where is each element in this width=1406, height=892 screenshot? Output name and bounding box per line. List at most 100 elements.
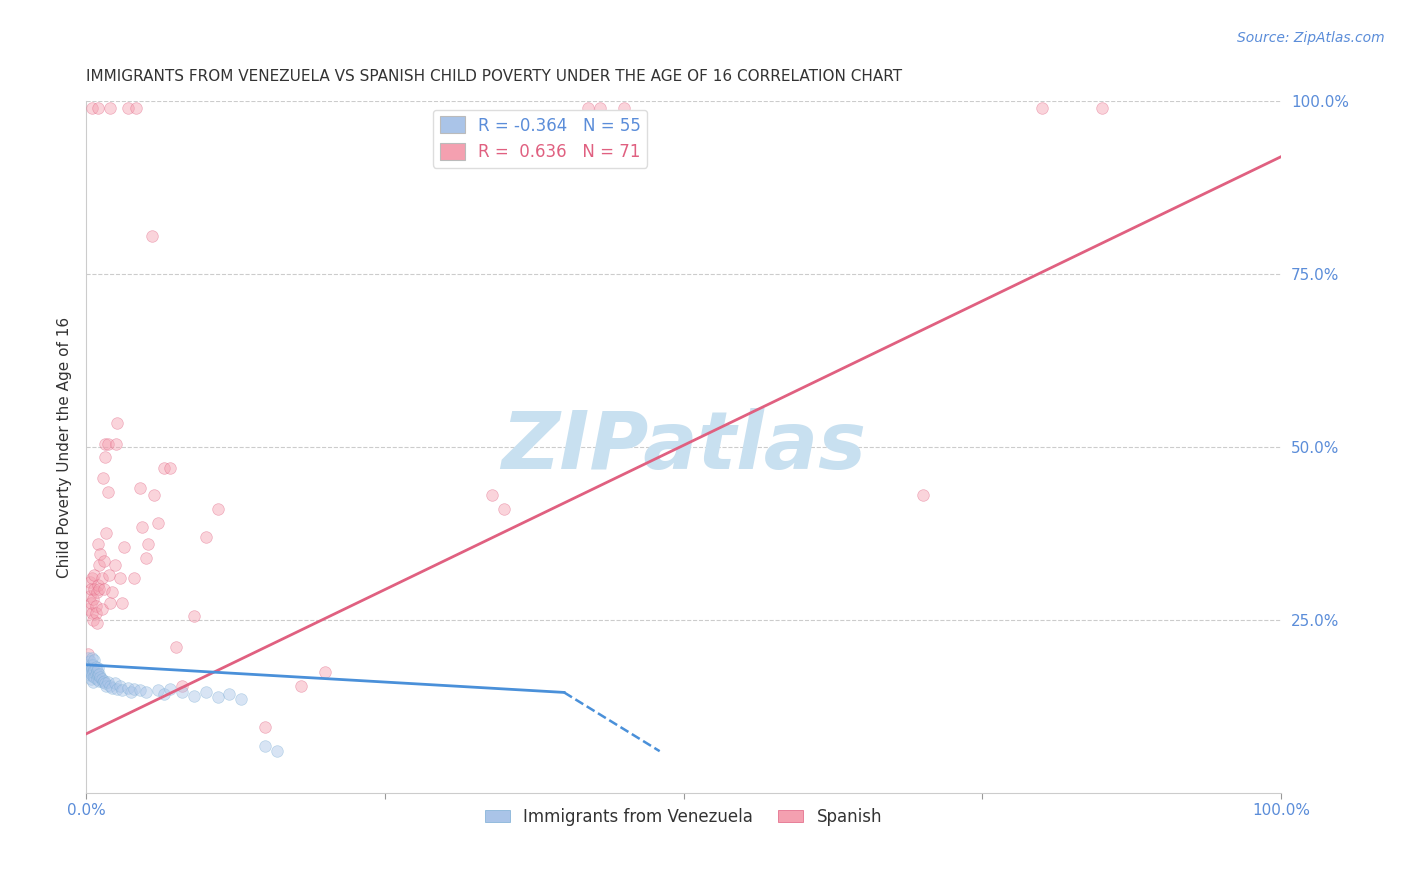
Point <box>121 685 143 699</box>
Point <box>80 665 103 679</box>
Point <box>87 661 110 675</box>
Point <box>89 666 111 681</box>
Point <box>89 547 111 561</box>
Point <box>79 574 101 589</box>
Point <box>97 568 120 582</box>
Point <box>79 668 101 682</box>
Point <box>82 592 104 607</box>
Point <box>254 739 277 753</box>
Point <box>104 676 127 690</box>
Point <box>108 679 131 693</box>
Point <box>481 488 503 502</box>
Point <box>87 101 110 115</box>
Point <box>86 616 108 631</box>
Point <box>101 585 124 599</box>
Point <box>128 683 150 698</box>
Point <box>77 648 100 662</box>
Point <box>104 558 127 572</box>
Point <box>97 675 120 690</box>
Point <box>104 436 127 450</box>
Point <box>80 596 103 610</box>
Point <box>84 660 107 674</box>
Text: IMMIGRANTS FROM VENEZUELA VS SPANISH CHILD POVERTY UNDER THE AGE OF 16 CORRELATI: IMMIGRANTS FROM VENEZUELA VS SPANISH CHI… <box>86 69 903 84</box>
Point <box>91 675 114 690</box>
Point <box>80 661 103 675</box>
Point <box>1091 101 1114 115</box>
Point <box>84 606 107 620</box>
Point <box>83 653 105 667</box>
Point <box>82 665 104 679</box>
Point <box>159 460 181 475</box>
Point <box>96 526 118 541</box>
Point <box>105 681 128 696</box>
Point <box>94 436 117 450</box>
Point <box>105 416 128 430</box>
Point <box>80 101 103 115</box>
Point <box>80 672 103 686</box>
Point <box>79 589 101 603</box>
Y-axis label: Child Poverty Under the Age of 16: Child Poverty Under the Age of 16 <box>58 317 72 577</box>
Point <box>152 460 174 475</box>
Text: Source: ZipAtlas.com: Source: ZipAtlas.com <box>1237 31 1385 45</box>
Point <box>911 488 934 502</box>
Text: ZIPatlas: ZIPatlas <box>501 408 866 486</box>
Point <box>111 683 134 698</box>
Point <box>146 683 169 698</box>
Point <box>77 651 100 665</box>
Point <box>613 101 636 115</box>
Point <box>194 685 217 699</box>
Point <box>90 571 112 585</box>
Point <box>135 685 157 699</box>
Point <box>117 681 139 695</box>
Legend: Immigrants from Venezuela, Spanish: Immigrants from Venezuela, Spanish <box>478 801 889 833</box>
Point <box>89 582 111 596</box>
Point <box>94 676 117 690</box>
Point <box>77 665 100 679</box>
Point <box>218 688 240 702</box>
Point <box>80 668 103 682</box>
Point <box>254 720 277 734</box>
Point <box>207 690 229 705</box>
Point <box>93 673 115 688</box>
Point <box>87 578 110 592</box>
Point <box>290 679 312 693</box>
Point <box>87 537 110 551</box>
Point <box>231 692 253 706</box>
Point <box>1031 101 1053 115</box>
Point <box>170 685 193 699</box>
Point <box>146 516 169 530</box>
Point <box>83 568 105 582</box>
Point <box>101 681 124 695</box>
Point <box>79 654 101 668</box>
Point <box>82 613 104 627</box>
Point <box>96 679 118 693</box>
Point <box>83 669 105 683</box>
Point <box>93 582 115 596</box>
Point <box>135 550 157 565</box>
Point <box>141 229 163 244</box>
Point <box>122 571 145 585</box>
Point <box>97 436 120 450</box>
Point <box>90 602 112 616</box>
Point <box>125 101 148 115</box>
Point <box>84 599 107 613</box>
Point <box>314 665 336 679</box>
Point <box>98 596 121 610</box>
Point <box>84 666 107 681</box>
Point <box>170 679 193 693</box>
Point <box>91 471 114 485</box>
Point <box>89 669 111 683</box>
Point <box>131 519 153 533</box>
Point <box>183 609 205 624</box>
Point <box>576 101 599 115</box>
Point <box>159 681 181 696</box>
Point <box>89 673 111 688</box>
Point <box>86 585 108 599</box>
Point <box>94 450 117 465</box>
Point <box>207 502 229 516</box>
Point <box>194 530 217 544</box>
Point <box>82 657 104 672</box>
Point <box>77 602 100 616</box>
Point <box>143 488 166 502</box>
Point <box>108 571 131 585</box>
